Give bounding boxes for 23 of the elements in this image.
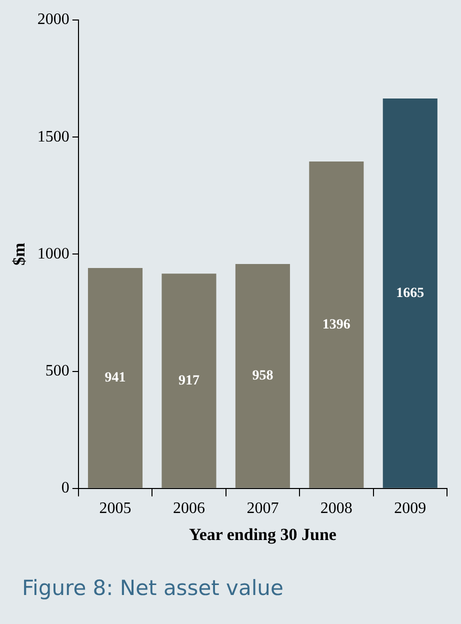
x-tick-label: 2008	[320, 500, 352, 518]
x-axis-title: Year ending 30 June	[188, 525, 337, 544]
y-tick-label: 0	[61, 480, 70, 497]
data-label: 1396	[322, 317, 350, 332]
data-label: 958	[252, 368, 274, 384]
data-label: 941	[104, 370, 126, 386]
data-label: 1665	[396, 286, 424, 301]
y-axis-title: $m	[10, 242, 29, 266]
x-tick-label: 2007	[246, 500, 279, 518]
data-label: 917	[178, 373, 200, 388]
x-tick-label: 2006	[172, 500, 205, 518]
y-tick-label: 2000	[37, 11, 70, 28]
bar	[162, 274, 216, 488]
x-tick-label: 2005	[99, 500, 132, 518]
x-tick-label: 2009	[394, 500, 426, 518]
y-tick-label: 1000	[37, 245, 70, 262]
bar	[88, 268, 143, 488]
bar	[235, 264, 290, 488]
bar	[309, 161, 364, 488]
text: Figure 8: Net asset value	[22, 576, 284, 600]
y-tick-label: 1500	[37, 128, 70, 146]
y-tick-label: 500	[45, 362, 70, 380]
bar	[382, 98, 438, 488]
